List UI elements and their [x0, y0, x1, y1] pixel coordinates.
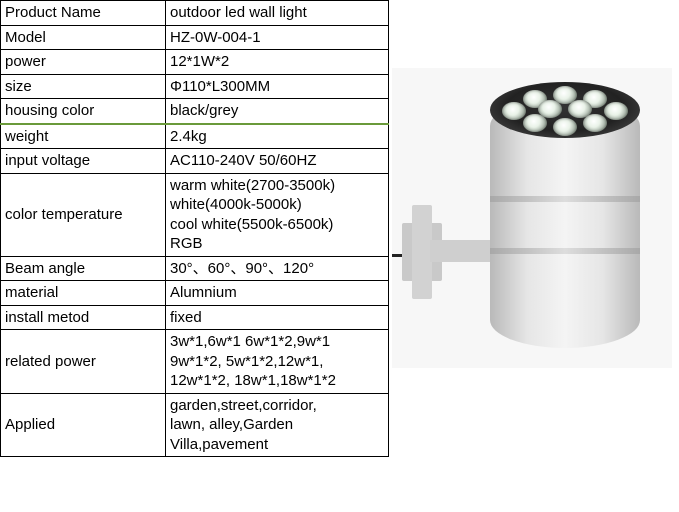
spec-label: color temperature	[1, 173, 166, 256]
body-ring	[490, 196, 640, 202]
table-row: Product Nameoutdoor led wall light	[1, 1, 389, 26]
spec-label: material	[1, 281, 166, 306]
spec-label: Applied	[1, 393, 166, 457]
spec-value: warm white(2700-3500k) white(4000k-5000k…	[166, 173, 389, 256]
table-row: materialAlumnium	[1, 281, 389, 306]
spec-value: 12*1W*2	[166, 50, 389, 75]
spec-label: Product Name	[1, 1, 166, 26]
led-lens	[604, 102, 628, 120]
spec-label: power	[1, 50, 166, 75]
spec-value: HZ-0W-004-1	[166, 25, 389, 50]
led-lens	[553, 118, 577, 136]
product-image	[392, 68, 672, 368]
spec-value: garden,street,corridor, lawn, alley,Gard…	[166, 393, 389, 457]
spec-label: Beam angle	[1, 256, 166, 281]
spec-label: install metod	[1, 305, 166, 330]
table-row: ModelHZ-0W-004-1	[1, 25, 389, 50]
led-lens	[523, 114, 547, 132]
spec-value: 3w*1,6w*1 6w*1*2,9w*1 9w*1*2, 5w*1*2,12w…	[166, 330, 389, 394]
spec-label: housing color	[1, 99, 166, 124]
spec-value: outdoor led wall light	[166, 1, 389, 26]
spec-value: AC110-240V 50/60HZ	[166, 149, 389, 174]
spec-label: weight	[1, 124, 166, 149]
spec-label: input voltage	[1, 149, 166, 174]
table-row: sizeΦ110*L300MM	[1, 74, 389, 99]
led-lens	[502, 102, 526, 120]
table-row: weight2.4kg	[1, 124, 389, 149]
table-row: Beam angle30°、60°、90°、120°	[1, 256, 389, 281]
spec-value: black/grey	[166, 99, 389, 124]
spec-value: 2.4kg	[166, 124, 389, 149]
table-row: install metod fixed	[1, 305, 389, 330]
spec-label: Model	[1, 25, 166, 50]
table-row: housing colorblack/grey	[1, 99, 389, 124]
table-row: color temperaturewarm white(2700-3500k) …	[1, 173, 389, 256]
spec-value: Φ110*L300MM	[166, 74, 389, 99]
table-row: Appliedgarden,street,corridor, lawn, all…	[1, 393, 389, 457]
spec-value: Alumnium	[166, 281, 389, 306]
spec-label: size	[1, 74, 166, 99]
spec-value: fixed	[166, 305, 389, 330]
table-row: related power3w*1,6w*1 6w*1*2,9w*1 9w*1*…	[1, 330, 389, 394]
spec-table: Product Nameoutdoor led wall lightModelH…	[0, 0, 389, 457]
led-face	[490, 82, 640, 138]
table-row: input voltageAC110-240V 50/60HZ	[1, 149, 389, 174]
spec-value: 30°、60°、90°、120°	[166, 256, 389, 281]
body-ring	[490, 248, 640, 254]
spec-label: related power	[1, 330, 166, 394]
table-row: power12*1W*2	[1, 50, 389, 75]
led-lens	[583, 114, 607, 132]
